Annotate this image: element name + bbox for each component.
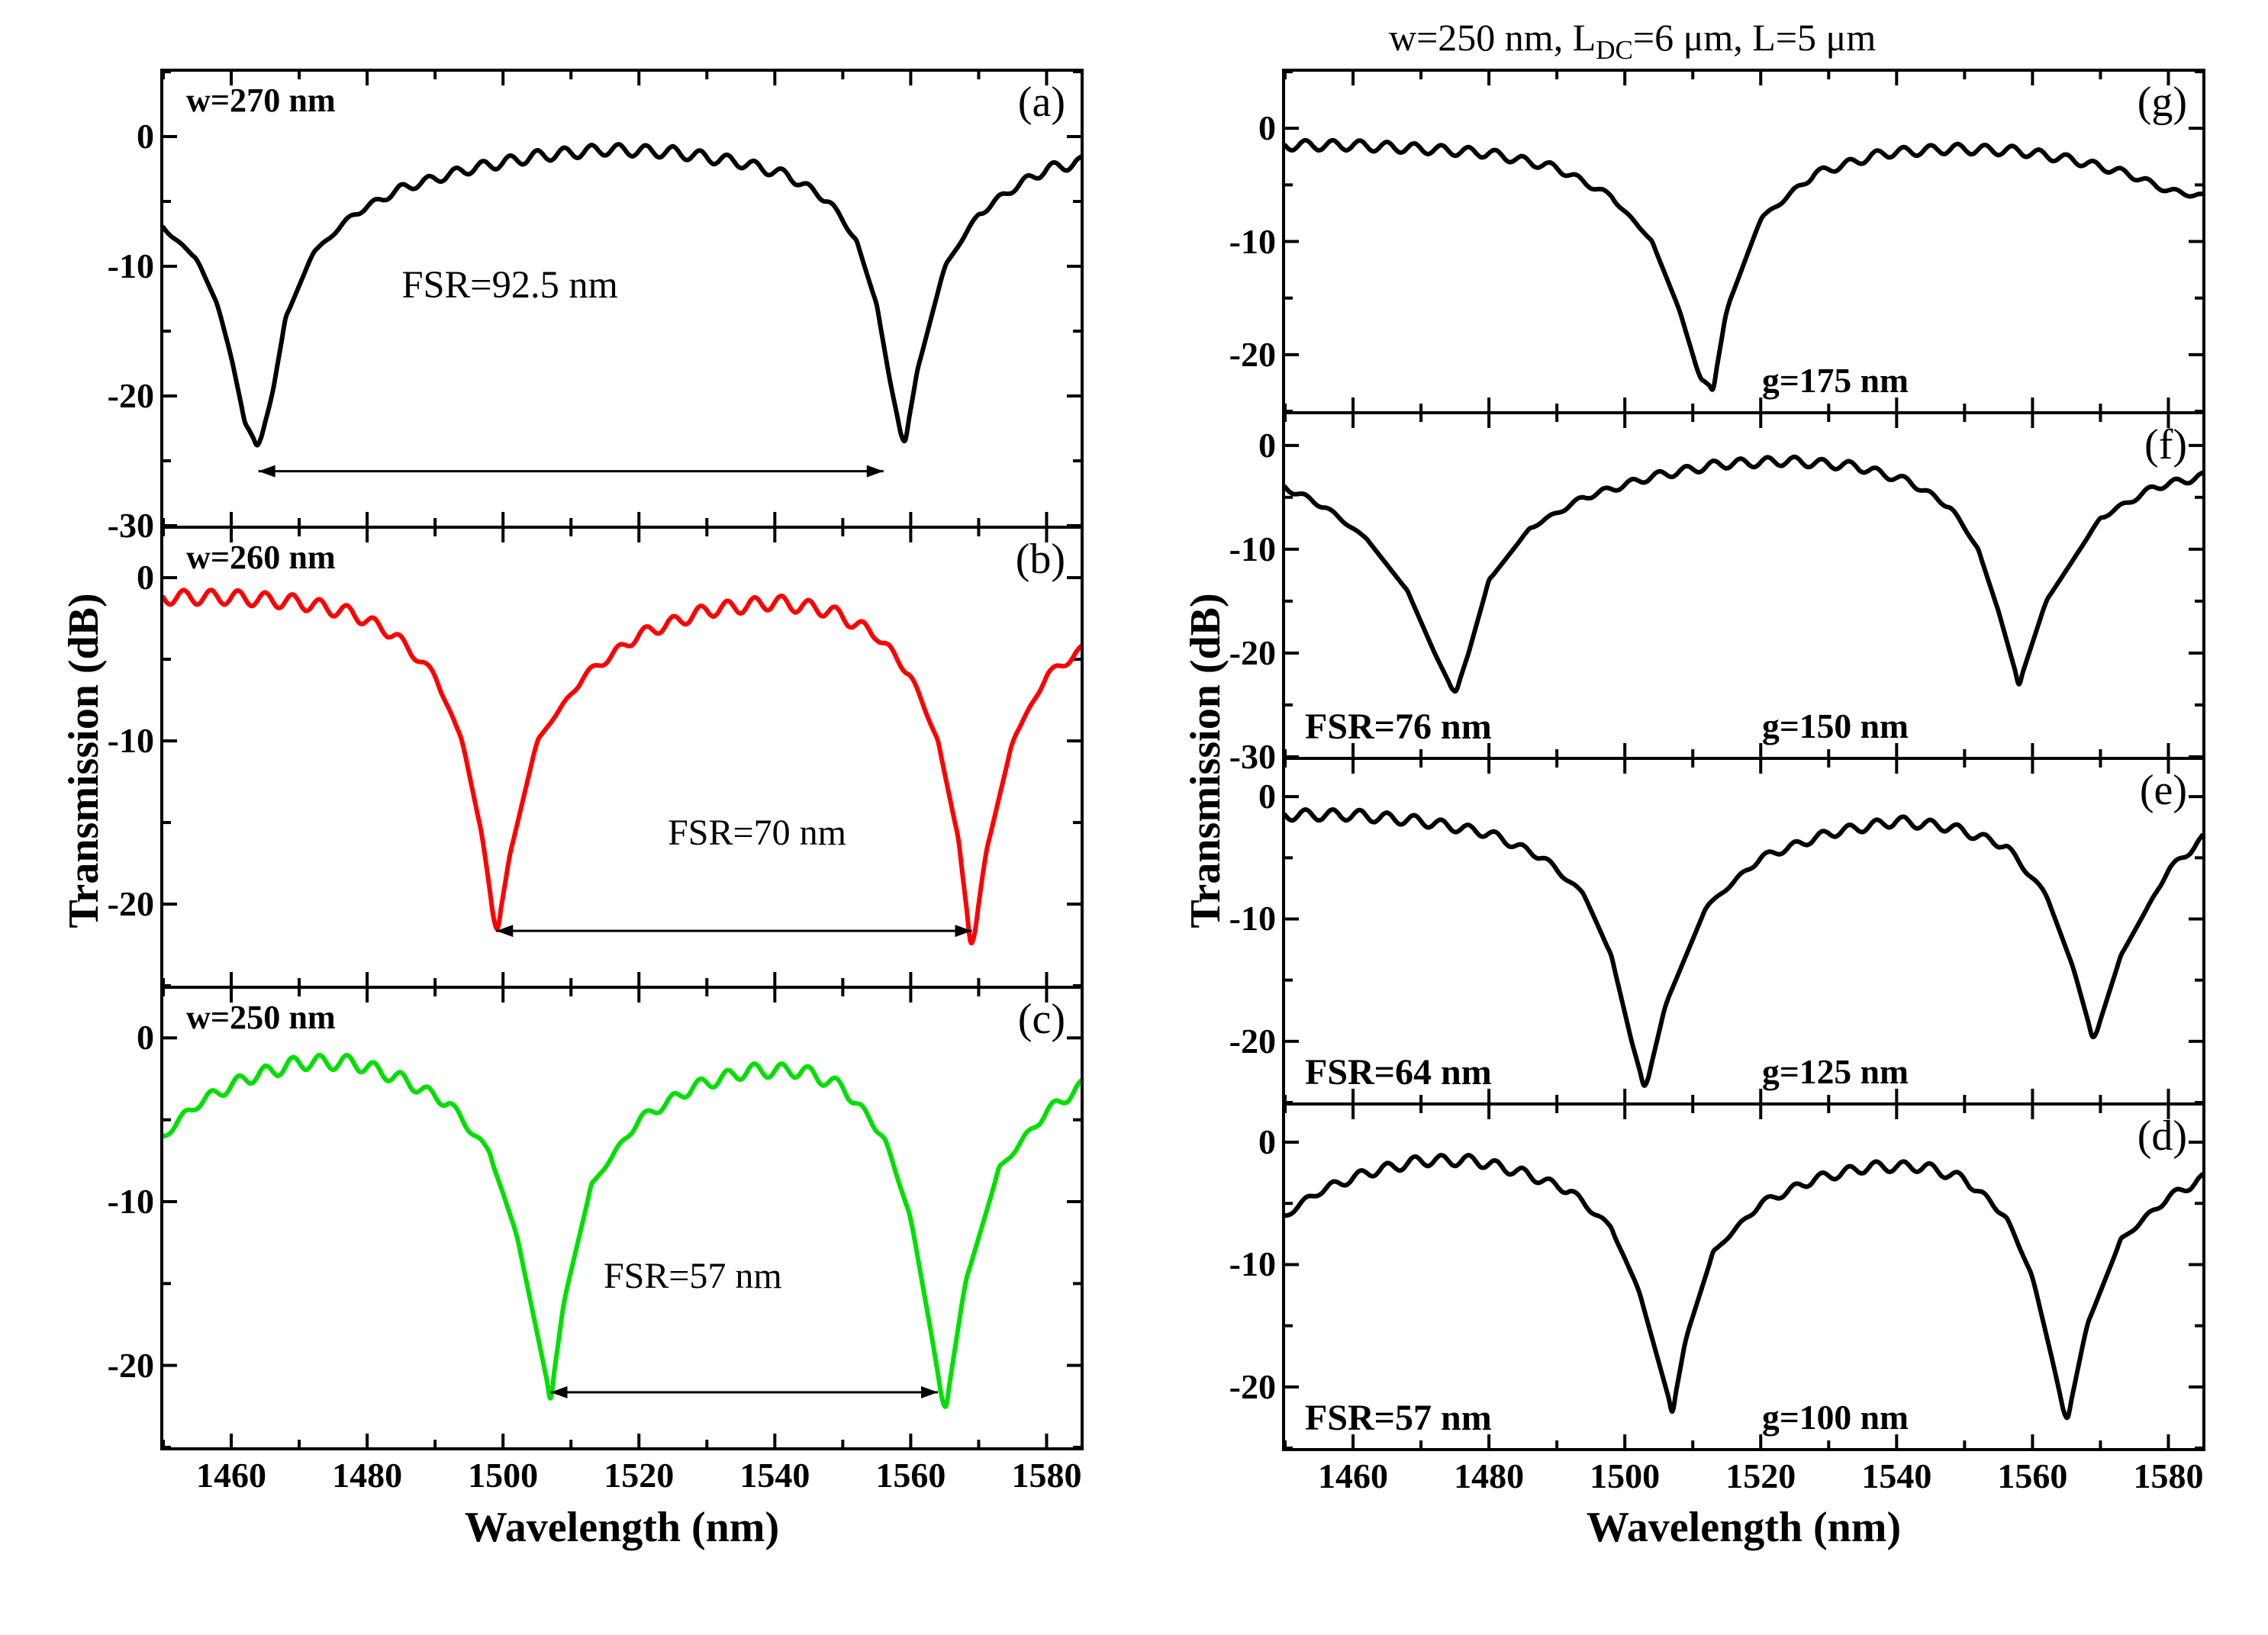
ytick-label: -20 [1192,632,1276,673]
ytick-label: -10 [1192,898,1276,938]
panel-svg-g [1285,72,2202,411]
xtick-label: 1520 [1715,1456,1806,1496]
ytick-label: 0 [1192,1122,1276,1162]
ytick-label: -10 [70,720,154,761]
xtick-label: 1520 [593,1455,685,1495]
fsr-label-a: FSR=92.5 nm [402,262,618,307]
right-column: w=250 nm, LDC=6 μm, L=5 μmTransmission (… [1282,69,2205,1450]
xtick-label: 1580 [2122,1456,2214,1496]
xtick-label: 1560 [865,1455,956,1495]
ytick-label: 0 [70,116,154,156]
xtick-label: 1540 [729,1455,820,1495]
xtick-label: 1480 [1443,1456,1535,1496]
param-label-b: w=260 nm [186,538,336,577]
panel-letter-e: (e) [2140,766,2187,815]
ytick-label: -20 [1192,1366,1276,1407]
ytick-label: -10 [70,1181,154,1221]
ytick-label: -20 [70,883,154,924]
panel-letter-a: (a) [1018,78,1065,127]
ytick-label: 0 [1192,108,1276,148]
ytick-label: -30 [1192,736,1276,777]
fsr-label-c: FSR=57 nm [604,1255,782,1297]
panel-g: 0-10-20(g)g=175 nm [1282,69,2205,414]
fsr-label-f: FSR=76 nm [1305,706,1492,748]
ytick-label: -20 [70,1345,154,1386]
xtick-label: 1480 [321,1455,413,1495]
xtick-label: 1460 [1307,1456,1399,1496]
param-label-c: w=250 nm [186,998,336,1037]
g-label-e: g=125 nm [1762,1051,1909,1092]
panel-letter-b: (b) [1016,535,1065,584]
top-title: w=250 nm, LDC=6 μm, L=5 μm [1389,15,1876,66]
panel-c: 0-10-201460148015001520154015601580(c)w=… [160,989,1084,1450]
ytick-label: -20 [1192,334,1276,375]
panel-letter-f: (f) [2144,420,2187,469]
panel-b: 0-10-20(b)w=260 nmFSR=70 nm [160,529,1084,989]
panel-d: 0-10-201460148015001520154015601580(d)g=… [1282,1106,2205,1451]
fsr-label-d: FSR=57 nm [1305,1397,1492,1439]
g-label-g: g=175 nm [1762,360,1909,401]
panel-svg-a [163,72,1081,526]
g-label-f: g=150 nm [1762,706,1909,746]
xtick-label: 1500 [1579,1456,1670,1496]
ytick-label: -10 [1192,1244,1276,1284]
ytick-label: 0 [1192,425,1276,465]
g-label-d: g=100 nm [1762,1397,1909,1437]
panel-letter-c: (c) [1018,995,1065,1044]
left-column: Transmission (dB)Wavelength (nm)0-10-20-… [160,69,1084,1450]
fsr-label-e: FSR=64 nm [1305,1051,1492,1093]
ytick-label: -20 [1192,1021,1276,1061]
panel-a: 0-10-20-30(a)w=270 nmFSR=92.5 nm [160,69,1084,529]
panel-e: 0-10-20(e)g=125 nmFSR=64 nm [1282,760,2205,1106]
panel-letter-g: (g) [2138,78,2187,127]
ytick-label: -10 [1192,529,1276,569]
xtick-label: 1580 [1000,1455,1092,1495]
figure-root: Transmission (dB)Wavelength (nm)0-10-20-… [0,0,2268,1635]
ytick-label: -20 [70,375,154,416]
ytick-label: 0 [1192,776,1276,816]
panel-f: 0-10-20-30(f)g=150 nmFSR=76 nm [1282,414,2205,760]
param-label-a: w=270 nm [186,81,336,120]
panel-svg-c [163,989,1081,1447]
xtick-label: 1460 [185,1455,277,1495]
ytick-label: -10 [1192,221,1276,262]
fsr-label-b: FSR=70 nm [668,812,846,854]
x-axis-label: Wavelength (nm) [1553,1503,1935,1552]
panel-svg-b [163,529,1081,986]
ytick-label: -30 [70,505,154,546]
xtick-label: 1560 [1986,1456,2078,1496]
ytick-label: 0 [70,1017,154,1057]
panel-letter-d: (d) [2138,1112,2187,1160]
ytick-label: -10 [70,246,154,286]
ytick-label: 0 [70,557,154,597]
xtick-label: 1540 [1851,1456,1942,1496]
x-axis-label: Wavelength (nm) [431,1503,813,1552]
xtick-label: 1500 [457,1455,549,1495]
